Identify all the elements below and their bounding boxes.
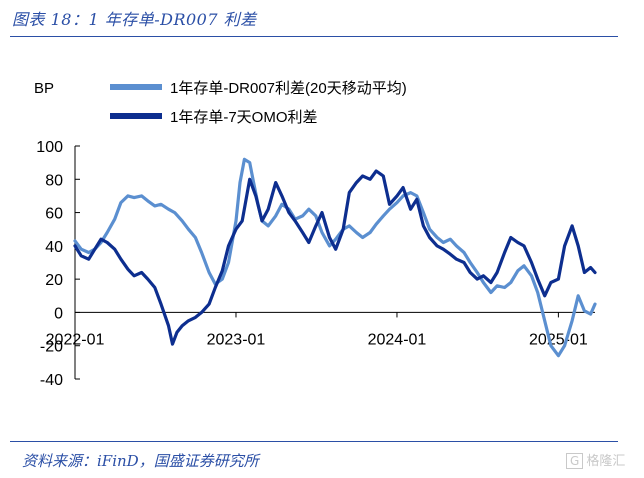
y-unit-label: BP — [34, 80, 54, 97]
legend-label-series-0: 1年存单-DR007利差(20天移动平均) — [170, 80, 407, 97]
x-tick-label: 2024-01 — [368, 331, 427, 348]
y-tick-label: 80 — [45, 172, 63, 189]
g-logo-icon: G — [566, 453, 584, 469]
axes: -40 -20 0 20 40 60 80 100 2022-01 2023-01 2024-01 2… — [36, 139, 595, 389]
x-tick-label: 2023-01 — [207, 331, 266, 348]
top-rule — [10, 36, 618, 37]
y-tick-label: -40 — [40, 372, 63, 389]
legend: 1年存单-DR007利差(20天移动平均) 1年存单-7天OMO利差 — [110, 80, 407, 126]
bottom-rule — [10, 441, 618, 442]
series-line-0 — [73, 157, 597, 358]
y-tick-label: 0 — [54, 305, 63, 322]
figure-title: 图表 18：1 年存单-DR007 利差 — [12, 10, 257, 29]
source-note: 资料来源：iFinD，国盛证券研究所 — [22, 452, 259, 470]
x-tick-label: 2022-01 — [46, 331, 105, 348]
x-tick-label: 2025-01 — [529, 331, 588, 348]
series-line-1 — [73, 169, 597, 346]
y-tick-label: -20 — [40, 339, 63, 356]
y-tick-label: 40 — [45, 239, 63, 256]
y-tick-label: 60 — [45, 206, 63, 223]
y-tick-label: 100 — [36, 139, 63, 156]
series-lines — [73, 157, 597, 358]
legend-label-series-1: 1年存单-7天OMO利差 — [170, 109, 318, 126]
y-tick-label: 20 — [45, 272, 63, 289]
watermark-text: 格隆汇 — [586, 454, 626, 469]
watermark: G 格隆汇 — [566, 450, 625, 469]
